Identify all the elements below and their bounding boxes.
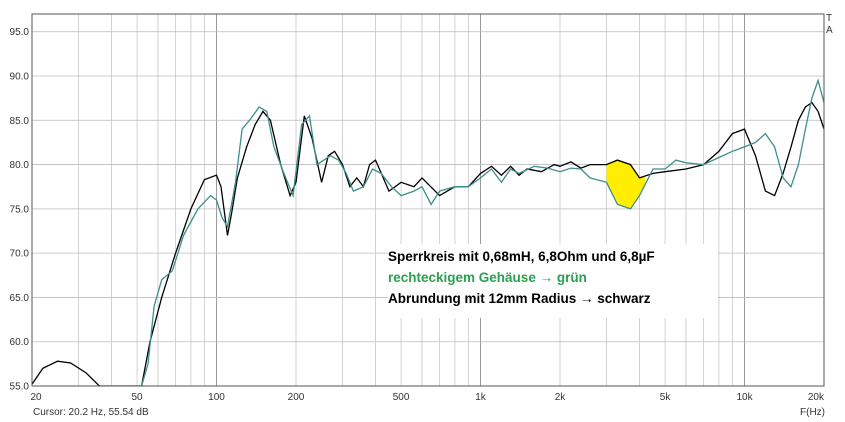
x-tick-label: 5k <box>660 392 672 403</box>
y-tick-labels: 55.0 60.0 65.0 70.0 75.0 80.0 85.0 90.0 95.0 <box>10 27 30 392</box>
plot-frame <box>31 13 825 387</box>
x-axis-label: F(Hz) <box>800 407 825 418</box>
y-tick-label: 85.0 <box>10 116 30 127</box>
annotation-line-1: Sperrkreis mit 0,68mH, 6,8Ohm und 6,8µF <box>388 249 655 264</box>
x-tick-label: 10k <box>736 392 753 403</box>
x-tick-labels: 20 50 100 200 500 1k 2k 5k 10k 20k <box>30 392 825 403</box>
x-tick-label: 20 <box>30 392 42 403</box>
annotation-line-3: Abrundung mit 12mm Radius → schwarz <box>388 291 651 306</box>
grid-lines <box>31 14 825 387</box>
x-tick-label: 2k <box>555 392 567 403</box>
annotation-box: Sperrkreis mit 0,68mH, 6,8Ohm und 6,8µF … <box>388 244 718 318</box>
x-tick-label: 20k <box>808 392 825 403</box>
y-tick-label: 55.0 <box>10 382 30 393</box>
y-tick-label: 95.0 <box>10 27 30 38</box>
series-line-0 <box>32 101 824 386</box>
corner-label-a: A <box>826 25 833 36</box>
series-line-1 <box>140 78 824 386</box>
cursor-readout: Cursor: 20.2 Hz, 55.54 dB <box>33 407 149 418</box>
y-tick-label: 65.0 <box>10 293 30 304</box>
x-tick-label: 200 <box>288 392 305 403</box>
x-tick-label: 50 <box>131 392 143 403</box>
plot-border <box>31 13 825 387</box>
y-tick-label: 70.0 <box>10 249 30 260</box>
x-tick-label: 500 <box>393 392 410 403</box>
series-lines <box>32 78 824 386</box>
corner-label-t: T <box>826 13 832 24</box>
annotation-line-2: rechteckigem Gehäuse → grün <box>388 270 587 285</box>
x-tick-label: 1k <box>475 392 487 403</box>
y-tick-label: 80.0 <box>10 160 30 171</box>
y-tick-label: 60.0 <box>10 337 30 348</box>
y-tick-label: 75.0 <box>10 204 30 215</box>
x-tick-label: 100 <box>208 392 225 403</box>
y-tick-label: 90.0 <box>10 72 30 83</box>
